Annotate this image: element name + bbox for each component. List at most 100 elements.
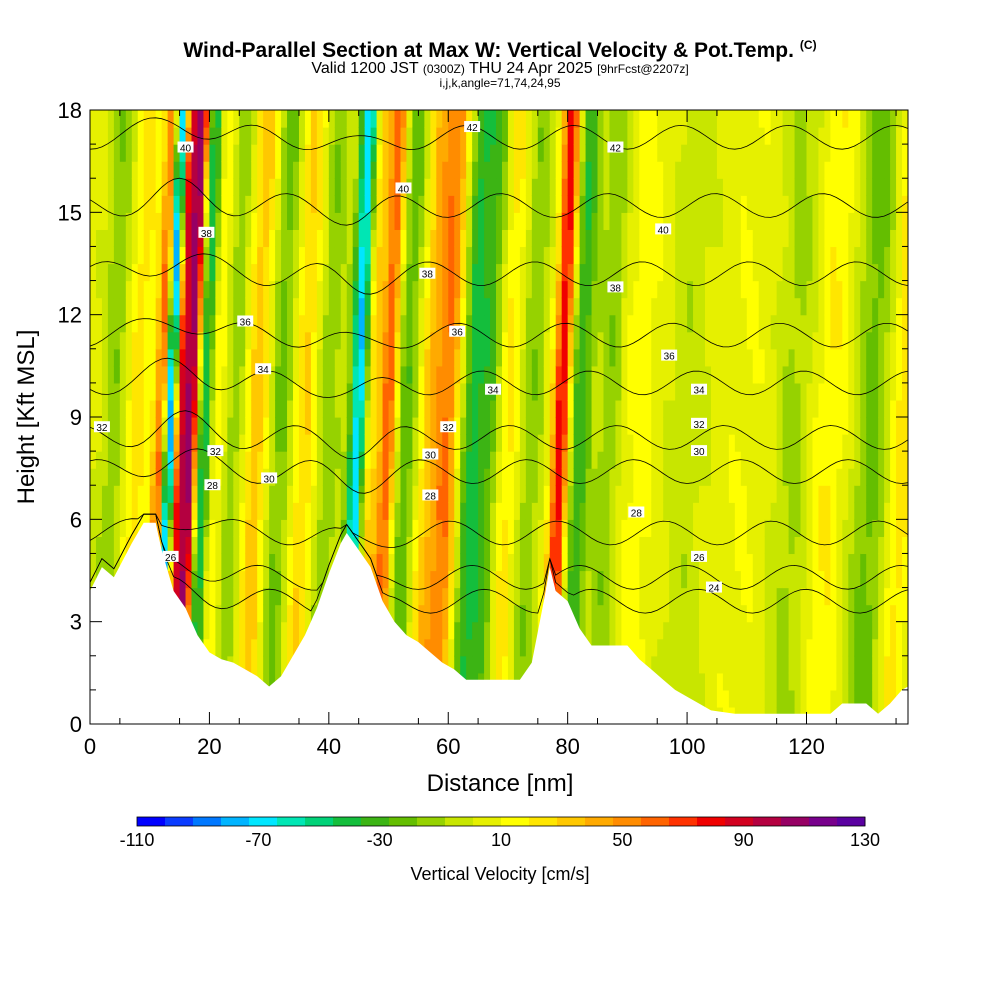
- velocity-cell: [161, 127, 169, 145]
- velocity-cell: [412, 212, 419, 230]
- velocity-cell: [812, 553, 820, 572]
- velocity-cell: [490, 468, 497, 486]
- velocity-cell: [310, 297, 318, 316]
- velocity-cell: [854, 468, 861, 486]
- velocity-cell: [418, 178, 425, 196]
- velocity-cell: [227, 314, 234, 333]
- velocity-cell: [149, 161, 157, 179]
- velocity-cell: [185, 297, 193, 316]
- velocity-cell: [364, 331, 372, 350]
- velocity-cell: [119, 110, 127, 128]
- velocity-cell: [519, 519, 527, 537]
- velocity-cell: [657, 246, 664, 265]
- velocity-cell: [704, 621, 712, 640]
- velocity-cell: [304, 502, 312, 520]
- velocity-cell: [227, 485, 234, 503]
- velocity-cell: [806, 434, 814, 452]
- velocity-cell: [710, 451, 718, 469]
- velocity-cell: [794, 263, 802, 282]
- velocity-cell: [734, 178, 742, 196]
- velocity-cell: [310, 382, 318, 401]
- velocity-cell: [878, 570, 885, 589]
- velocity-cell: [812, 229, 820, 248]
- velocity-cell: [119, 519, 127, 537]
- velocity-cell: [215, 127, 222, 145]
- velocity-cell: [263, 365, 270, 384]
- velocity-cell: [836, 655, 843, 674]
- velocity-cell: [645, 212, 652, 230]
- velocity-cell: [221, 553, 228, 572]
- velocity-cell: [531, 519, 539, 537]
- velocity-cell: [370, 536, 378, 555]
- velocity-cell: [782, 570, 790, 589]
- velocity-cell: [251, 110, 258, 128]
- velocity-cell: [567, 314, 575, 333]
- velocity-cell: [352, 485, 360, 503]
- velocity-cell: [472, 144, 479, 162]
- velocity-cell: [603, 434, 611, 452]
- velocity-cell: [675, 655, 682, 674]
- velocity-cell: [752, 417, 760, 435]
- velocity-cell: [896, 485, 903, 503]
- velocity-cell: [525, 655, 533, 674]
- velocity-cell: [173, 195, 181, 213]
- velocity-cell: [746, 485, 754, 503]
- velocity-cell: [496, 263, 503, 282]
- velocity-cell: [782, 604, 790, 623]
- velocity-cell: [149, 127, 157, 145]
- velocity-cell: [740, 263, 748, 282]
- velocity-cell: [203, 229, 211, 248]
- velocity-cell: [878, 553, 885, 572]
- velocity-cell: [740, 502, 748, 520]
- velocity-cell: [663, 638, 670, 657]
- velocity-cell: [239, 382, 246, 401]
- velocity-cell: [896, 161, 903, 179]
- velocity-cell: [215, 587, 222, 606]
- velocity-cell: [257, 485, 264, 503]
- velocity-cell: [328, 502, 336, 520]
- velocity-cell: [764, 399, 772, 418]
- velocity-cell: [269, 502, 276, 520]
- velocity-cell: [687, 502, 694, 520]
- velocity-cell: [107, 263, 115, 282]
- velocity-cell: [866, 536, 873, 555]
- velocity-cell: [561, 297, 569, 316]
- velocity-cell: [597, 195, 605, 213]
- velocity-cell: [585, 485, 593, 503]
- velocity-cell: [782, 621, 790, 640]
- velocity-cell: [418, 348, 425, 367]
- velocity-cell: [298, 587, 306, 606]
- velocity-cell: [639, 570, 646, 589]
- velocity-cell: [388, 331, 396, 350]
- velocity-cell: [597, 621, 605, 640]
- velocity-cell: [609, 331, 617, 350]
- velocity-cell: [155, 314, 163, 333]
- velocity-cell: [794, 365, 802, 384]
- velocity-cell: [430, 417, 437, 435]
- velocity-cell: [382, 536, 390, 555]
- velocity-cell: [490, 127, 497, 145]
- velocity-cell: [854, 110, 861, 128]
- velocity-cell: [806, 655, 814, 674]
- velocity-cell: [585, 195, 593, 213]
- velocity-cell: [478, 229, 485, 248]
- velocity-cell: [555, 365, 563, 384]
- velocity-cell: [740, 144, 748, 162]
- velocity-cell: [155, 195, 163, 213]
- velocity-cell: [143, 161, 151, 179]
- velocity-cell: [394, 263, 402, 282]
- velocity-cell: [806, 280, 814, 299]
- velocity-cell: [675, 536, 682, 555]
- velocity-cell: [800, 689, 808, 708]
- velocity-cell: [525, 280, 533, 299]
- velocity-cell: [227, 570, 234, 589]
- velocity-cell: [693, 485, 700, 503]
- velocity-cell: [179, 144, 187, 162]
- velocity-cell: [125, 502, 133, 520]
- velocity-cell: [501, 280, 509, 299]
- velocity-cell: [430, 399, 437, 418]
- velocity-cell: [227, 604, 234, 623]
- velocity-cell: [322, 246, 330, 265]
- velocity-cell: [490, 263, 497, 282]
